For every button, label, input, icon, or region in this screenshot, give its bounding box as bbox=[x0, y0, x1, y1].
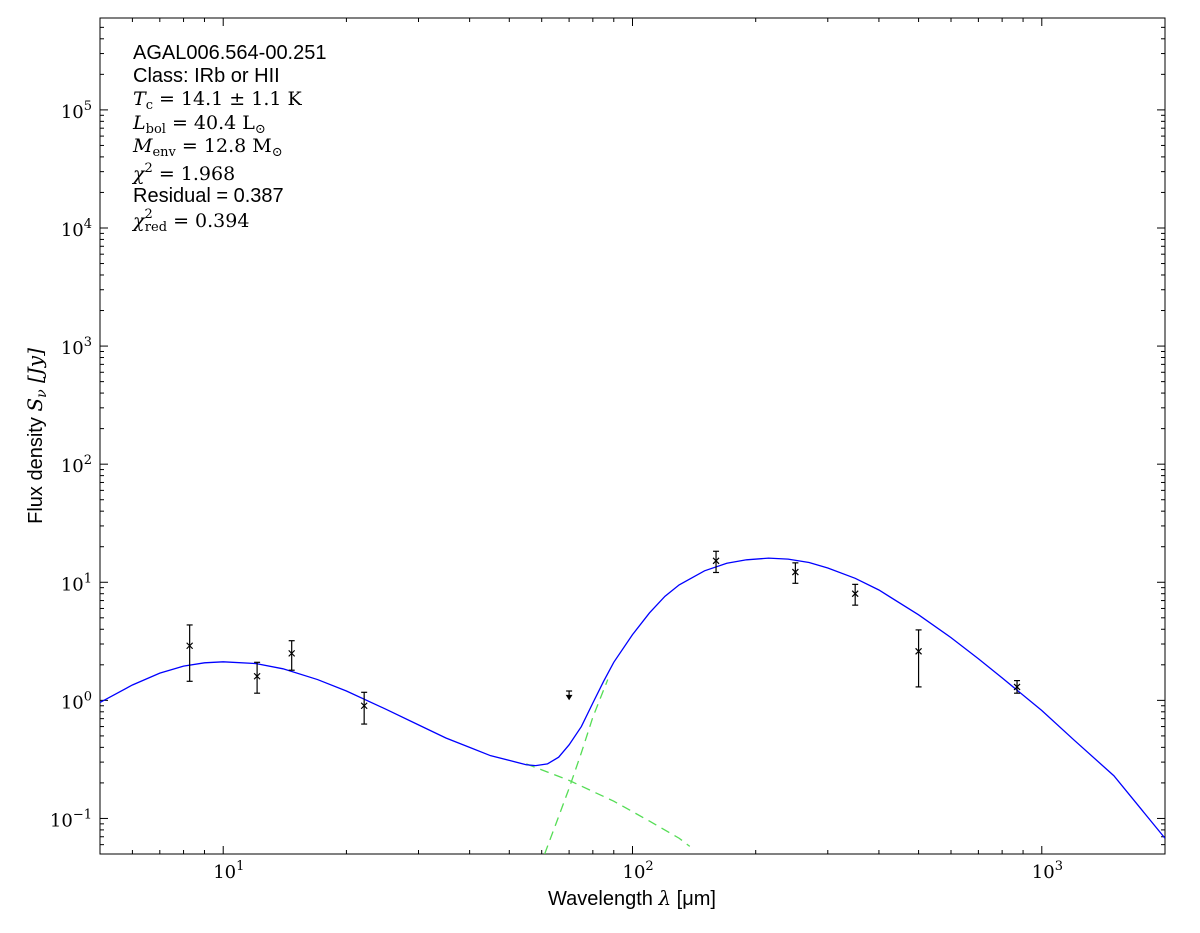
lbol-value: = 40.4 L bbox=[166, 112, 255, 134]
y-tick-label: 102 bbox=[61, 453, 92, 477]
tc-symbol: T bbox=[133, 88, 147, 110]
x-axis-label-units: [μm] bbox=[671, 888, 716, 910]
y-axis-label-units: [Jy] bbox=[23, 348, 47, 389]
lbol-sun-symbol: ⊙ bbox=[255, 122, 266, 137]
data-point bbox=[186, 624, 194, 682]
menv-subscript: env bbox=[152, 145, 176, 160]
bolometric-luminosity: Lbol = 40.4 L⊙ bbox=[132, 112, 266, 137]
x-axis-label-symbol: λ bbox=[657, 886, 671, 910]
x-tick-label: 103 bbox=[1032, 859, 1063, 883]
axis-tick-labels: 101 102 103 10−1 100 101 102 103 104 105 bbox=[50, 99, 1063, 883]
point-marker bbox=[791, 568, 799, 576]
data-point bbox=[712, 550, 720, 574]
point-marker bbox=[915, 647, 923, 655]
lbol-subscript: bol bbox=[146, 122, 166, 137]
chi2-superscript: 2 bbox=[145, 161, 153, 176]
tc-subscript: c bbox=[146, 98, 153, 113]
plot-frame bbox=[99, 17, 1166, 855]
data-point bbox=[253, 661, 261, 694]
data-points bbox=[186, 550, 1021, 725]
chi-squared: χ2 = 1.968 bbox=[131, 161, 235, 185]
model-curves bbox=[100, 557, 1165, 854]
y-tick-label: 101 bbox=[61, 571, 92, 595]
menv-value: = 12.8 M bbox=[176, 135, 272, 157]
cold-component-curve bbox=[544, 679, 609, 854]
chi2-value: = 1.968 bbox=[153, 163, 235, 185]
point-marker bbox=[360, 702, 368, 710]
y-axis-label-subscript: ν bbox=[34, 389, 50, 398]
annotation-block: AGAL006.564-00.251 Class: IRb or HII Tc … bbox=[131, 42, 327, 235]
data-point bbox=[851, 583, 859, 606]
axis-ticks bbox=[99, 17, 1166, 855]
total-model-curve bbox=[100, 557, 1165, 839]
source-name: AGAL006.564-00.251 bbox=[133, 42, 327, 64]
y-axis-label: Flux density Sν [Jy] bbox=[23, 348, 50, 524]
data-point bbox=[288, 640, 296, 671]
reduced-chi-squared: χ2 red = 0.394 bbox=[131, 207, 249, 235]
x-tick-label: 101 bbox=[213, 859, 244, 883]
chi2-symbol: χ bbox=[131, 163, 146, 185]
data-point bbox=[1013, 679, 1021, 694]
point-marker bbox=[1013, 683, 1021, 691]
point-marker bbox=[186, 642, 194, 650]
upper-limit-arrow bbox=[565, 694, 573, 701]
x-axis-label-text: Wavelength bbox=[548, 888, 658, 910]
tc-value: = 14.1 ± 1.1 K bbox=[153, 88, 303, 110]
envelope-mass: Menv = 12.8 M⊙ bbox=[132, 135, 283, 160]
point-marker bbox=[712, 557, 720, 565]
warm-component-curve bbox=[525, 763, 691, 847]
data-point bbox=[791, 562, 799, 584]
chi2red-symbol: χ bbox=[131, 210, 146, 232]
y-tick-label: 10−1 bbox=[50, 807, 92, 831]
source-class: Class: IRb or HII bbox=[133, 65, 280, 87]
y-axis-label-text: Flux density bbox=[25, 412, 47, 524]
lbol-symbol: L bbox=[132, 112, 146, 134]
y-tick-label: 105 bbox=[61, 99, 92, 123]
x-tick-label: 102 bbox=[623, 859, 654, 883]
data-point bbox=[360, 691, 368, 725]
menv-sun-symbol: ⊙ bbox=[272, 145, 283, 160]
upper-limit-point bbox=[565, 690, 573, 701]
plot-area: 101 102 103 10−1 100 101 102 103 104 105 bbox=[50, 17, 1166, 883]
chi2red-subscript: red bbox=[145, 220, 167, 235]
chi2red-superscript: 2 bbox=[145, 207, 153, 222]
y-tick-label: 104 bbox=[61, 217, 92, 241]
menv-symbol: M bbox=[132, 135, 153, 157]
data-point bbox=[915, 629, 923, 688]
point-marker bbox=[288, 649, 296, 657]
y-axis-label-symbol: S bbox=[23, 398, 47, 412]
y-tick-label: 103 bbox=[61, 335, 92, 359]
chi2red-value: = 0.394 bbox=[167, 210, 249, 232]
residual: Residual = 0.387 bbox=[133, 185, 284, 207]
x-axis-label: Wavelength λ [μm] bbox=[548, 886, 716, 910]
point-marker bbox=[253, 672, 261, 680]
point-marker bbox=[851, 590, 859, 598]
dust-temperature: Tc = 14.1 ± 1.1 K bbox=[133, 88, 303, 113]
y-tick-label: 100 bbox=[61, 689, 92, 713]
